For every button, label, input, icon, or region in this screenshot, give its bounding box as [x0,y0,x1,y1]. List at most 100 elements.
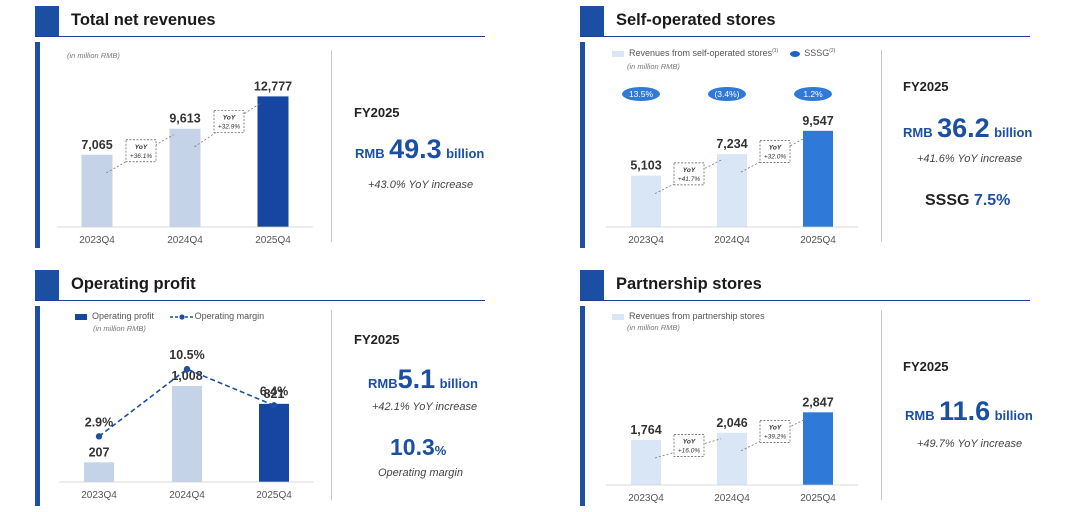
legend: Revenues from self-operated stores(1) SSS… [612,48,835,58]
accent-bar [580,306,585,506]
legend-swatch-margin [169,314,194,320]
legend-swatch-sssg [790,50,801,57]
kpi-value: 49.3 [389,134,442,164]
kpi-yoy: +43.0% YoY increase [368,179,474,191]
panel-self-operated-stores: Self-operated stores Revenues from self-… [580,6,1032,250]
kpi-sssg-label: SSSG [925,192,970,209]
yoy-word: YoY [223,115,236,122]
yoy-box [673,162,705,186]
value-label: 1,008 [171,369,202,383]
value-label: 12,777 [254,79,292,93]
panel-title: Partnership stores [616,275,762,293]
value-label: 207 [89,445,110,459]
self-operated-chart: 5,103 2023Q4 7,234 2024Q4 9,547 2025Q4 YoY +41.… [606,114,858,246]
margin-point [270,402,278,409]
panel-total-net-revenues: Total net revenues (in million RMB) 7,06… [35,6,485,250]
legend: Operating profit Operating margin [75,311,264,321]
fy-label: FY2025 [354,332,400,347]
yoy-value: +32.0% [764,153,786,160]
kpi-currency: RMB [903,125,933,140]
panel-title: Operating profit [71,275,196,293]
yoy-box [673,434,705,457]
yoy-value: +39.2% [764,434,786,441]
fy-label: FY2025 [903,359,949,374]
bar-2025q4 [259,403,289,482]
kpi-unit: billion [994,125,1033,140]
legend-swatch-profit [75,313,87,320]
operating-profit-chart: 207 2023Q4 1,008 2024Q4 821 2025Q4 2.9% 10.5% 6.… [59,348,314,501]
x-tick-label: 2025Q4 [256,490,292,501]
accent-bar [35,42,40,248]
legend-revenue: Revenues from self-operated stores [629,48,773,58]
yoy-box [213,110,245,133]
kpi-operating-margin: 10.3% [390,434,446,461]
unit-note: (in million RMB) [67,51,120,60]
accent-bar [580,42,585,248]
divider [881,50,882,242]
kpi-yoy: +42.1% YoY increase [372,401,478,413]
sssg-pill-2023q4: 13.5% [622,87,660,101]
bar-2023q4 [631,439,661,485]
header-accent [580,6,604,36]
x-tick-label: 2023Q4 [628,493,664,504]
panel-header: Total net revenues [35,6,485,37]
yoy-value: +16.0% [678,447,700,454]
kpi-operating-profit: RMB5.1 billion [368,364,478,395]
bar-2024q4 [717,432,747,485]
value-label: 9,547 [802,114,833,128]
yoy-value: +32.9% [218,124,240,131]
panel-title: Total net revenues [71,11,216,29]
value-label: 7,065 [81,138,112,152]
margin-label: 2.9% [85,415,114,429]
legend-revenue: Revenues from partnership stores [629,311,765,321]
kpi-yoy: +49.7% YoY increase [917,438,1023,450]
panel-header: Partnership stores [580,270,1030,301]
bar-2023q4 [631,175,661,227]
value-label: 9,613 [169,112,200,126]
value-label: 7,234 [716,137,747,151]
kpi-currency: RMB [368,376,398,391]
sssg-pill-2025q4: 1.2% [794,87,832,101]
panel-header: Operating profit [35,270,485,301]
x-tick-label: 2023Q4 [79,235,115,246]
x-tick-label: 2024Q4 [169,490,205,501]
yoy-box [759,140,791,163]
kpi-unit: billion [446,146,485,161]
yoy-word: YoY [769,144,782,151]
margin-point [95,433,103,440]
legend-sssg-note: (2) [829,48,836,54]
bar-2024q4 [717,154,747,227]
yoy-value: +36.1% [130,153,152,160]
panel-operating-profit: Operating profit Operating profit Operat… [35,270,485,510]
sssg-pill-2024q4: (3.4%) [708,87,746,101]
x-tick-label: 2023Q4 [628,235,664,246]
value-label: 2,847 [802,395,833,409]
yoy-word: YoY [683,167,696,174]
kpi-yoy: +41.6% YoY increase [917,153,1023,165]
header-accent [35,6,59,36]
kpi-partner-revenue: RMB 11.6 billion [905,396,1033,427]
panel-header: Self-operated stores [580,6,1030,37]
kpi-margin-pct: % [434,443,447,458]
revenues-chart: 7,065 2023Q4 9,613 2024Q4 12,777 2025Q4 YoY +36… [57,79,313,246]
legend-margin: Operating margin [194,311,265,321]
kpi-self-revenue: RMB 36.2 billion [903,113,1032,144]
unit-note: (in million RMB) [627,62,680,71]
kpi-value: 11.6 [939,396,991,426]
x-tick-label: 2024Q4 [167,235,203,246]
margin-label: 10.5% [169,348,204,362]
bar-2023q4 [84,462,114,482]
bar-2025q4 [803,130,833,227]
bar-2025q4 [257,96,289,228]
kpi-currency: RMB [355,146,385,161]
legend-profit: Operating profit [92,311,155,321]
panel-title: Self-operated stores [616,11,776,29]
divider [331,310,332,500]
value-label: 2,046 [716,416,747,430]
yoy-word: YoY [683,438,696,445]
x-tick-label: 2025Q4 [800,493,836,504]
kpi-margin-label: Operating margin [378,467,463,479]
bar-2025q4 [803,412,833,485]
x-tick-label: 2024Q4 [714,235,750,246]
yoy-box [125,139,157,163]
